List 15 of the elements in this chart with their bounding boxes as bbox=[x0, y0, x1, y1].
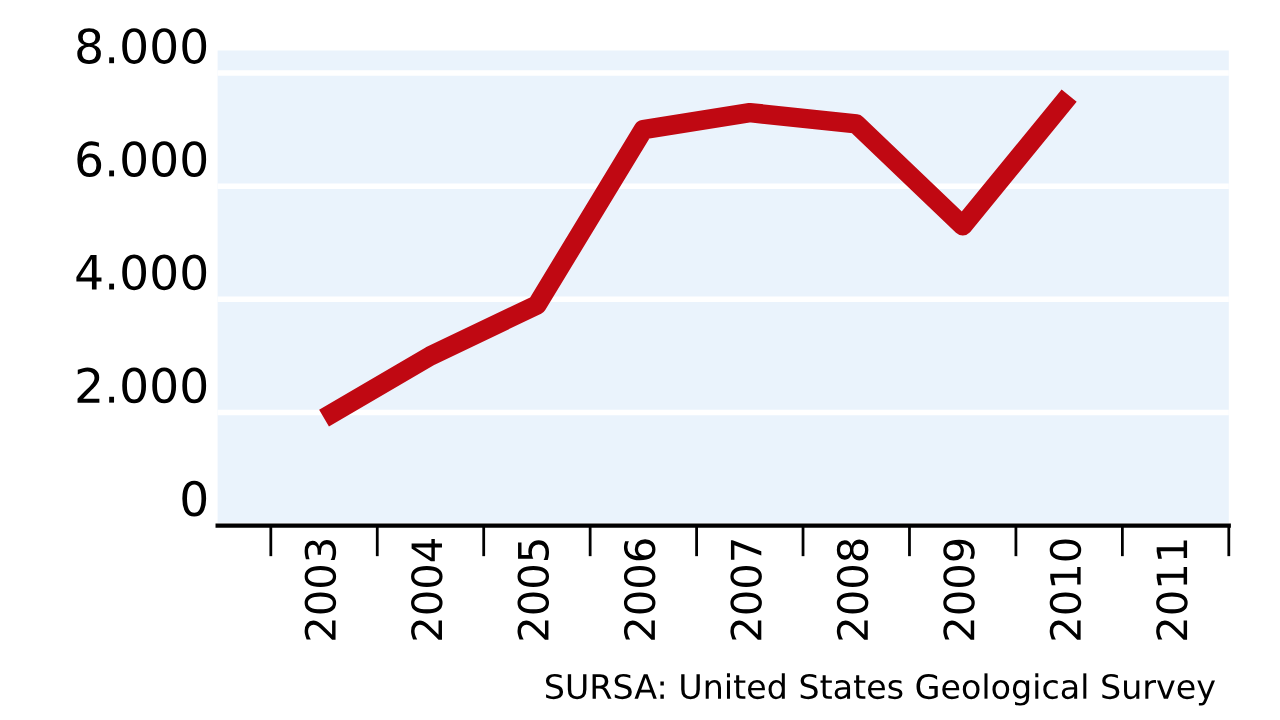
x-tick-label: 2004 bbox=[411, 539, 443, 640]
y-tick-label: 2.000 bbox=[77, 367, 207, 404]
x-tick-label: 2011 bbox=[1156, 540, 1188, 640]
x-tick-label: 2005 bbox=[517, 540, 550, 640]
x-tick-label: 2010 bbox=[1049, 539, 1082, 640]
x-tick-label: 2009 bbox=[943, 539, 975, 640]
y-tick-label: 0 bbox=[182, 480, 207, 517]
x-tick-label: 2006 bbox=[623, 539, 656, 640]
y-tick-label: 8.000 bbox=[77, 28, 207, 64]
x-tick-label: 2008 bbox=[836, 539, 869, 640]
x-tick-label: 2003 bbox=[304, 540, 337, 640]
y-tick-label: 4.000 bbox=[76, 254, 207, 291]
y-tick-label: 6.000 bbox=[77, 141, 207, 178]
x-tick-label: 2007 bbox=[730, 540, 762, 640]
text: SURSA: United States Geological Survey bbox=[545, 673, 1215, 706]
